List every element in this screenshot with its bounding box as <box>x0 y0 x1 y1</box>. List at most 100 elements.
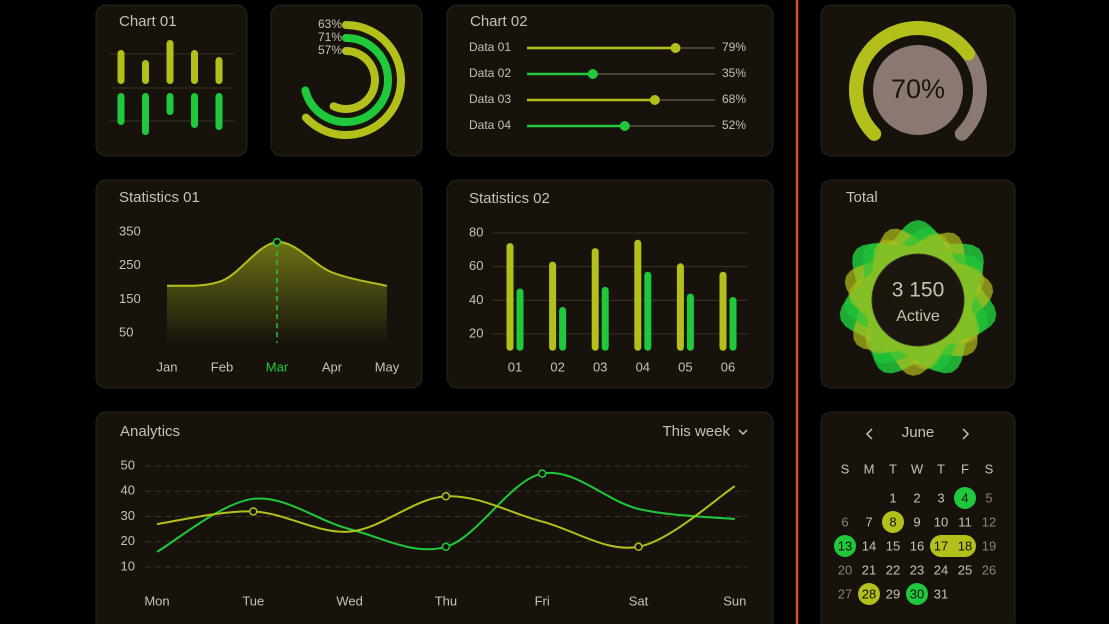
x-tick-label: Mon <box>144 593 169 608</box>
period-select[interactable]: This week <box>662 423 730 440</box>
day[interactable]: 9 <box>913 514 920 529</box>
day[interactable]: 7 <box>865 514 872 529</box>
bar <box>142 60 149 84</box>
day[interactable]: 22 <box>886 562 900 577</box>
bar <box>516 288 524 351</box>
y-tick-label: 50 <box>119 324 133 339</box>
day[interactable]: 6 <box>841 514 848 529</box>
y-tick-label: 350 <box>119 223 141 238</box>
slider-knob <box>649 95 660 105</box>
value-label: 35% <box>722 66 746 80</box>
point <box>441 542 451 552</box>
row-label: Data 04 <box>469 118 511 132</box>
panel-title: Total <box>846 189 878 206</box>
weekday: M <box>864 461 875 476</box>
ring-label: 57% <box>318 43 342 57</box>
value-label: 52% <box>722 118 746 132</box>
panel-title: Statistics 02 <box>469 190 550 207</box>
bar <box>191 50 198 84</box>
x-tick-label: Wed <box>336 593 363 608</box>
panel-title: Chart 01 <box>119 13 177 30</box>
y-tick-label: 150 <box>119 291 141 306</box>
bar <box>166 40 174 84</box>
day[interactable]: 1 <box>889 490 896 505</box>
dropdown-icon[interactable] <box>738 429 748 436</box>
value-label: 68% <box>722 92 746 106</box>
bar <box>719 271 727 351</box>
day[interactable]: 12 <box>982 514 996 529</box>
day[interactable]: 26 <box>982 562 996 577</box>
day[interactable]: 16 <box>910 538 924 553</box>
ring-label: 71% <box>318 30 342 44</box>
day[interactable]: 2 <box>913 490 920 505</box>
slider-knob <box>670 43 681 53</box>
bar <box>117 93 125 125</box>
x-tick-label: Mar <box>266 359 289 374</box>
day[interactable]: 23 <box>910 562 924 577</box>
x-tick-label: 01 <box>508 359 522 374</box>
row-label: Data 03 <box>469 92 511 106</box>
day[interactable]: 30 <box>910 586 924 601</box>
day[interactable]: 25 <box>958 562 972 577</box>
day[interactable]: 15 <box>886 538 900 553</box>
y-tick-label: 20 <box>469 325 483 340</box>
weekday: W <box>911 461 924 476</box>
weekday: S <box>841 461 850 476</box>
day[interactable]: 10 <box>934 514 948 529</box>
day[interactable]: 18 <box>958 538 972 553</box>
day[interactable]: 8 <box>889 514 896 529</box>
y-tick-label: 30 <box>121 508 135 523</box>
x-tick-label: 04 <box>636 359 650 374</box>
y-tick-label: 60 <box>469 258 483 273</box>
day-highlight <box>954 487 976 509</box>
day[interactable]: 17 <box>934 538 948 553</box>
y-tick-label: 40 <box>469 292 483 307</box>
day[interactable]: 27 <box>838 586 852 601</box>
day[interactable]: 29 <box>886 586 900 601</box>
panel <box>95 411 774 624</box>
bar <box>142 93 149 135</box>
day[interactable]: 3 <box>937 490 944 505</box>
next-month[interactable] <box>962 428 970 440</box>
weekday: T <box>889 461 897 476</box>
weekday: F <box>961 461 969 476</box>
day[interactable]: 24 <box>934 562 948 577</box>
day[interactable]: 20 <box>838 562 852 577</box>
day[interactable]: 14 <box>862 538 876 553</box>
bar <box>601 286 609 351</box>
x-tick-label: Sun <box>723 593 746 608</box>
row-label: Data 01 <box>469 40 511 54</box>
weekday: S <box>985 461 994 476</box>
day[interactable]: 13 <box>838 538 852 553</box>
day[interactable]: 19 <box>982 538 996 553</box>
day-highlight <box>858 583 880 605</box>
point <box>249 507 258 516</box>
bar <box>644 271 652 351</box>
area <box>167 242 387 344</box>
point <box>441 492 451 501</box>
total-label: Active <box>896 308 940 325</box>
day[interactable]: 4 <box>961 490 968 505</box>
day[interactable]: 5 <box>985 490 992 505</box>
bar <box>729 296 737 351</box>
highlight-point <box>272 237 282 247</box>
y-tick-label: 250 <box>119 257 141 272</box>
day[interactable]: 21 <box>862 562 876 577</box>
y-tick-label: 40 <box>121 483 135 498</box>
day-highlight <box>906 583 928 605</box>
x-tick-label: Sat <box>629 593 649 608</box>
day[interactable]: 31 <box>934 586 948 601</box>
bar <box>676 263 684 351</box>
panel <box>446 4 774 157</box>
bar <box>591 248 599 351</box>
bar <box>506 243 514 351</box>
day[interactable]: 11 <box>958 514 972 529</box>
calendar-month: June <box>902 424 935 441</box>
day-highlight <box>930 535 976 557</box>
bar <box>634 239 642 351</box>
weekday: T <box>937 461 945 476</box>
ring <box>329 47 379 113</box>
day[interactable]: 28 <box>862 586 876 601</box>
prev-month[interactable] <box>865 428 873 440</box>
bar <box>191 93 198 128</box>
